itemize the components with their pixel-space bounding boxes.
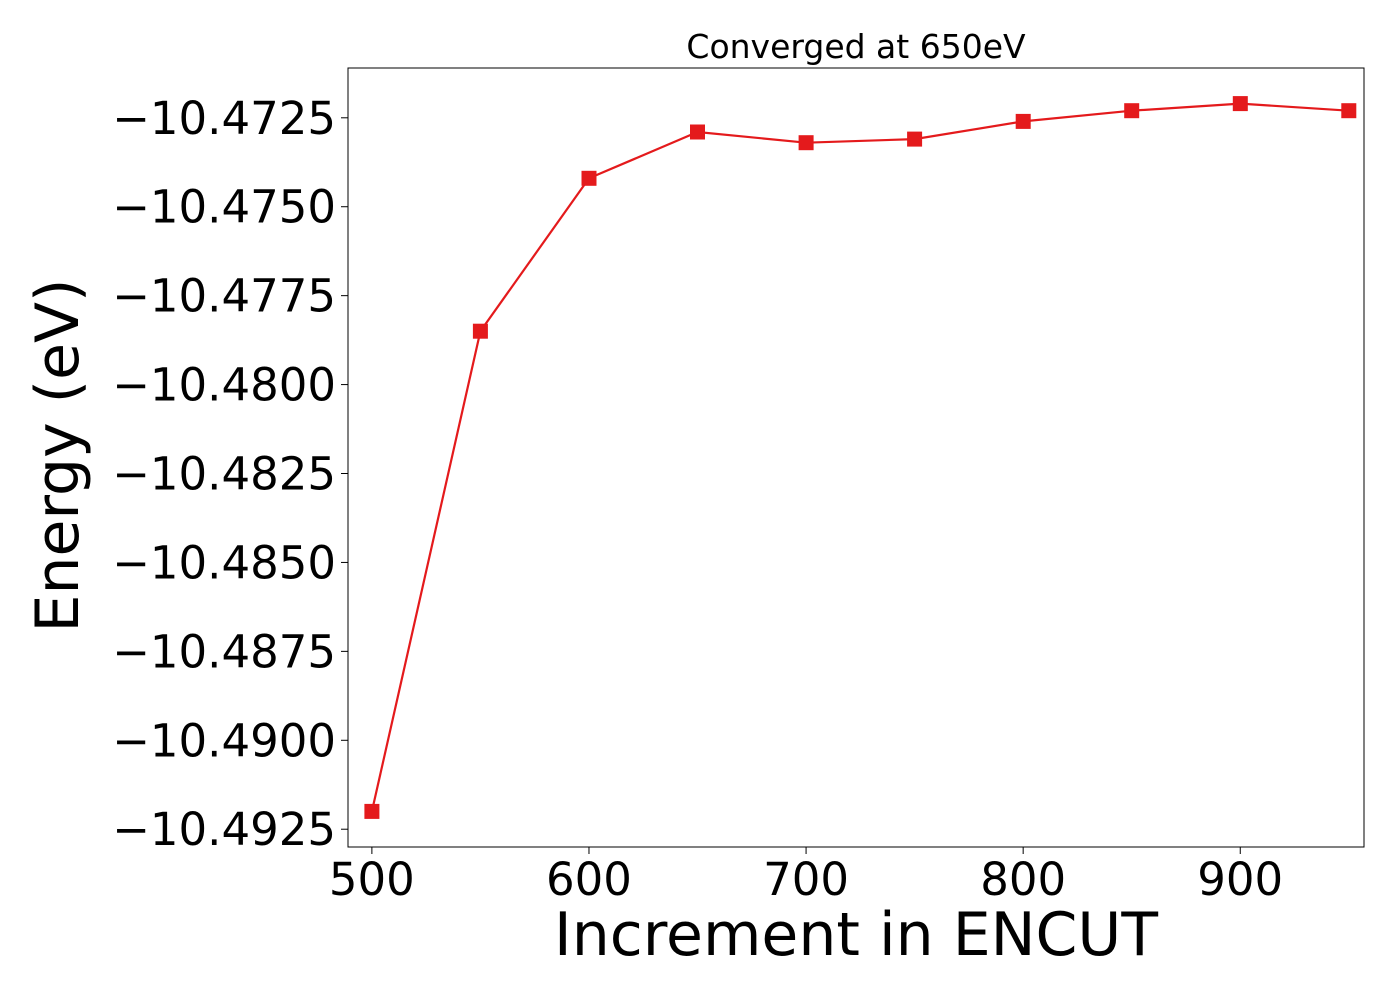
series-layer [364, 96, 1357, 819]
data-point-marker [798, 135, 814, 151]
y-tick-label: −10.4850 [112, 536, 336, 589]
x-tick-label: 500 [329, 853, 415, 906]
data-point-marker [364, 803, 380, 819]
x-tick-label: 900 [1197, 853, 1283, 906]
y-tick-label: −10.4900 [112, 714, 336, 767]
data-point-marker [1015, 113, 1031, 129]
series-line [370, 102, 1349, 812]
x-tick-label: 800 [980, 853, 1066, 906]
data-point-marker [1232, 96, 1248, 112]
x-tick-label: 700 [763, 853, 849, 906]
y-tick-label: −10.4775 [112, 270, 336, 323]
data-point-marker [581, 170, 597, 186]
x-tick-label: 600 [546, 853, 632, 906]
y-tick-label: −10.4750 [112, 181, 336, 234]
x-axis: 500 600 700 800 900 [329, 847, 1283, 906]
chart-title: Converged at 650eV [686, 27, 1026, 66]
y-axis-label: Energy (eV) [23, 279, 93, 633]
plot-area-frame [347, 67, 1365, 848]
data-point-marker [472, 323, 488, 339]
y-axis: −10.4725 −10.4750 −10.4775 −10.4800 −10.4825… [112, 92, 348, 856]
y-tick-label: −10.4800 [112, 359, 336, 412]
y-tick-label: −10.4725 [112, 92, 336, 145]
y-tick-label: −10.4875 [112, 625, 336, 678]
data-point-marker [907, 131, 923, 147]
y-tick-label: −10.4825 [112, 448, 336, 501]
x-axis-label: Increment in ENCUT [554, 900, 1158, 970]
y-tick-label: −10.4925 [112, 803, 336, 856]
data-point-marker [1341, 103, 1357, 119]
data-point-marker [1124, 103, 1140, 119]
data-point-marker [690, 124, 705, 140]
